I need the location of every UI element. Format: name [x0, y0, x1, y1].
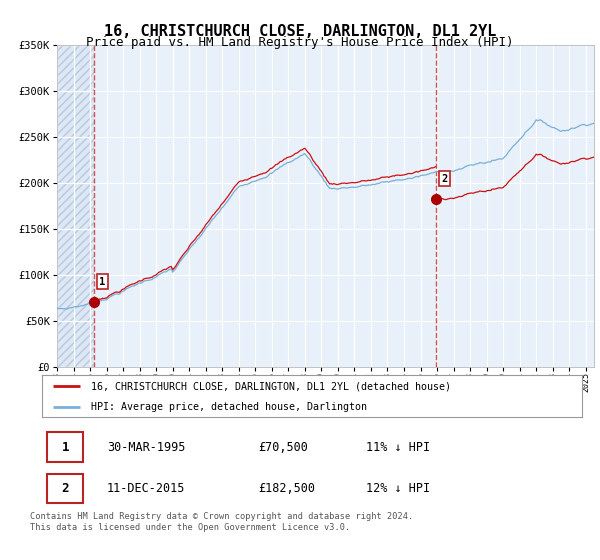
Text: 11-DEC-2015: 11-DEC-2015 — [107, 482, 185, 495]
Text: 2: 2 — [442, 174, 448, 184]
Text: £182,500: £182,500 — [258, 482, 315, 495]
Text: HPI: Average price, detached house, Darlington: HPI: Average price, detached house, Darl… — [91, 402, 367, 412]
Text: 30-MAR-1995: 30-MAR-1995 — [107, 441, 185, 454]
Text: 1: 1 — [61, 441, 69, 454]
Text: 12% ↓ HPI: 12% ↓ HPI — [366, 482, 430, 495]
FancyBboxPatch shape — [47, 432, 83, 462]
Text: Price paid vs. HM Land Registry's House Price Index (HPI): Price paid vs. HM Land Registry's House … — [86, 36, 514, 49]
Bar — [57, 45, 94, 367]
Text: Contains HM Land Registry data © Crown copyright and database right 2024.
This d: Contains HM Land Registry data © Crown c… — [30, 512, 413, 532]
Text: 11% ↓ HPI: 11% ↓ HPI — [366, 441, 430, 454]
FancyBboxPatch shape — [47, 474, 83, 503]
Text: 2: 2 — [61, 482, 69, 495]
Text: 1: 1 — [99, 277, 106, 287]
Text: 16, CHRISTCHURCH CLOSE, DARLINGTON, DL1 2YL (detached house): 16, CHRISTCHURCH CLOSE, DARLINGTON, DL1 … — [91, 381, 451, 391]
Text: £70,500: £70,500 — [258, 441, 308, 454]
Text: 16, CHRISTCHURCH CLOSE, DARLINGTON, DL1 2YL: 16, CHRISTCHURCH CLOSE, DARLINGTON, DL1 … — [104, 24, 496, 39]
